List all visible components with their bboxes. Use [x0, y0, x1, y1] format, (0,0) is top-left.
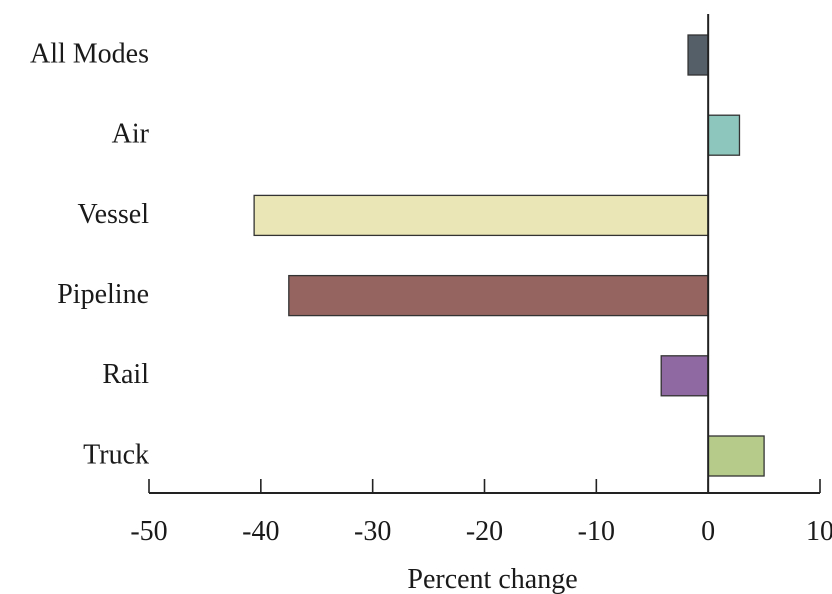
bar-air [707, 114, 741, 156]
x-tick-label: -10 [578, 516, 615, 547]
x-axis-ticks: -50 -40 -30 -20 -10 0 10 [130, 479, 832, 547]
x-tick-label: -40 [242, 516, 279, 547]
category-label-air: Air [112, 119, 150, 150]
bars [253, 34, 765, 477]
bar-vessel [253, 194, 709, 237]
bar-all-modes [687, 34, 709, 76]
category-labels: All Modes Air Vessel Pipeline Rail Truck [30, 38, 150, 470]
category-label-pipeline: Pipeline [57, 279, 149, 310]
x-tick-label: -30 [354, 516, 391, 547]
category-label-all-modes: All Modes [30, 38, 149, 69]
x-tick-label: 10 [806, 516, 832, 547]
x-tick-label: -20 [466, 516, 503, 547]
bar-rail [660, 355, 709, 397]
category-label-vessel: Vessel [77, 199, 149, 230]
x-tick-label: -50 [130, 516, 167, 547]
category-label-rail: Rail [102, 359, 149, 390]
bar-truck [707, 435, 765, 477]
x-tick-label: 0 [701, 516, 715, 547]
bar-pipeline [288, 274, 709, 317]
category-label-truck: Truck [83, 439, 149, 470]
x-axis-title: Percent change [407, 564, 577, 594]
